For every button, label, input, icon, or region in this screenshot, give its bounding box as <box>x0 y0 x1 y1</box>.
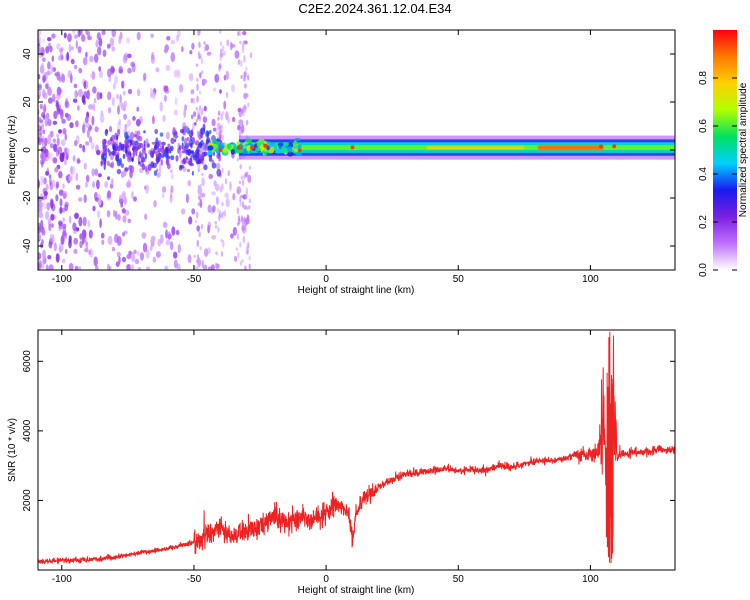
colorbar-gradient <box>713 30 737 270</box>
x-tick-label: -50 <box>187 574 202 585</box>
snr-x-ticks: -100 -50 0 50 100 <box>52 330 599 585</box>
colorbar-tick-label: 0.8 <box>698 71 709 85</box>
x-tick-label: 50 <box>453 274 465 285</box>
colorbar-label: Normalized spectral amplitude <box>738 82 749 217</box>
y-tick-label: 4000 <box>22 419 33 442</box>
snr-y-axis-label: SNR (10 * v/v) <box>7 418 18 482</box>
spectrogram-plot-area <box>38 30 675 270</box>
y-tick-label: -20 <box>22 190 33 205</box>
snr-series-line <box>38 331 675 565</box>
x-tick-label: 100 <box>582 274 599 285</box>
x-tick-label: 0 <box>323 574 329 585</box>
colorbar-tick-label: 0.0 <box>698 263 709 277</box>
snr-y-ticks: 2000 4000 6000 <box>22 350 675 512</box>
colorbar: 0.0 0.2 0.4 0.6 0.8 Normalized spectral ampl… <box>698 30 749 277</box>
y-tick-label: 0 <box>22 147 33 153</box>
spectrogram-panel: -100 -50 0 50 100 -40 -20 0 20 40 Height of stra… <box>7 29 676 296</box>
snr-x-axis-label: Height of straight line (km) <box>298 585 415 596</box>
x-tick-label: -100 <box>52 574 72 585</box>
x-tick-label: 0 <box>323 274 329 285</box>
y-tick-label: 40 <box>22 48 33 60</box>
colorbar-ticks: 0.0 0.2 0.4 0.6 0.8 <box>698 71 737 277</box>
figure-title: C2E2.2024.361.12.04.E34 <box>298 1 452 16</box>
x-tick-label: -50 <box>187 274 202 285</box>
spectrogram-signal-band <box>206 135 675 160</box>
y-tick-label: -40 <box>22 238 33 253</box>
colorbar-tick-label: 0.4 <box>698 167 709 181</box>
x-tick-label: 50 <box>453 574 465 585</box>
x-tick-label: 100 <box>582 574 599 585</box>
y-tick-label: 20 <box>22 96 33 108</box>
x-tick-label: -100 <box>52 274 72 285</box>
spectrogram-x-ticks: -100 -50 0 50 100 <box>52 30 599 285</box>
spectrogram-y-axis-label: Frequency (Hz) <box>7 116 18 185</box>
snr-panel: -100 -50 0 50 100 2000 4000 6000 Height of str… <box>7 329 676 596</box>
y-tick-label: 6000 <box>22 350 33 373</box>
spectrogram-x-axis-label: Height of straight line (km) <box>298 285 415 296</box>
y-tick-label: 2000 <box>22 489 33 512</box>
spectrogram-y-ticks: -40 -20 0 20 40 <box>22 48 675 253</box>
colorbar-tick-label: 0.6 <box>698 119 709 133</box>
colorbar-tick-label: 0.2 <box>698 215 709 229</box>
